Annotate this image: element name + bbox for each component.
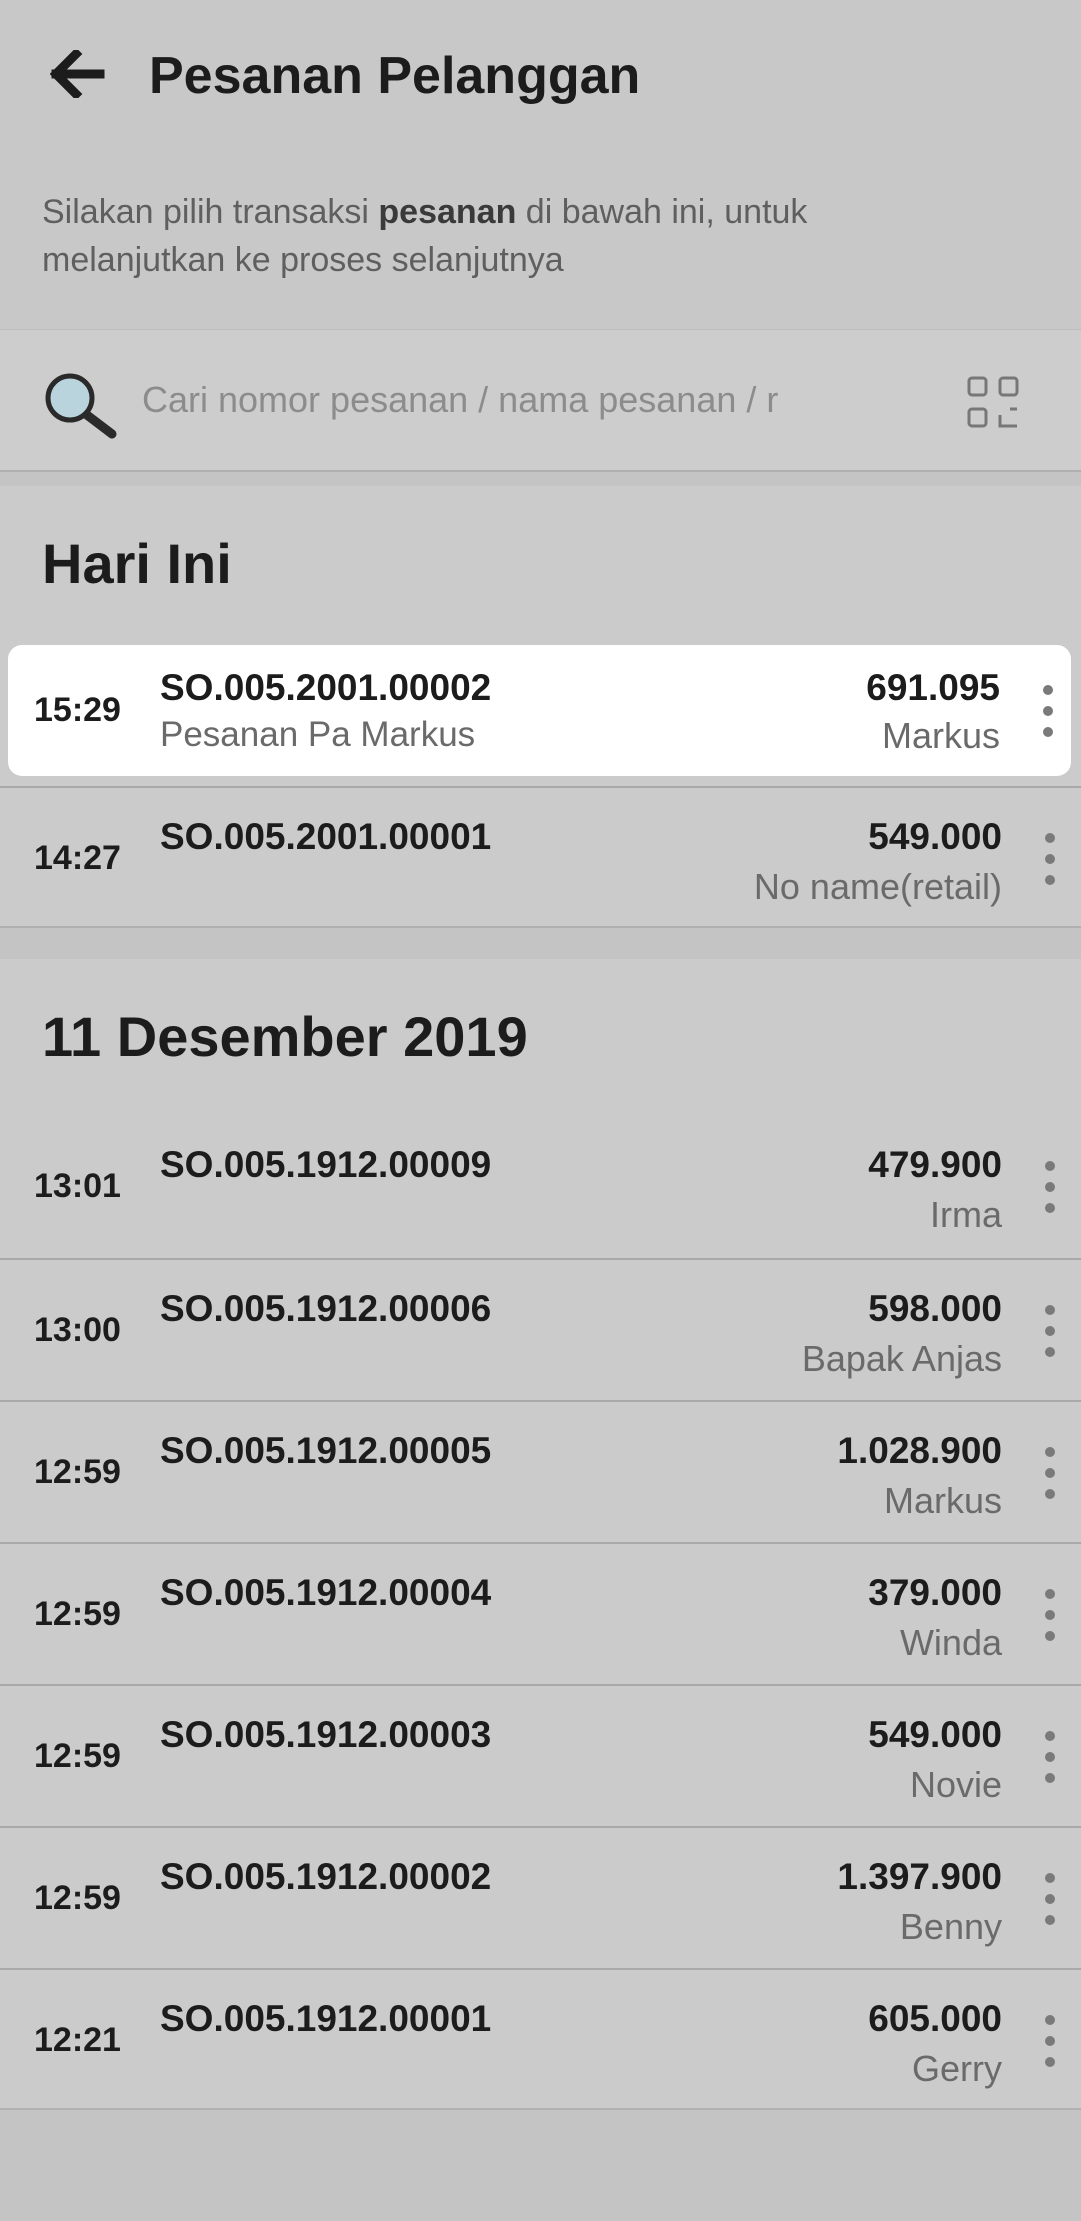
order-number: SO.005.2001.00001 [160, 816, 492, 857]
order-time: 14:27 [34, 839, 121, 877]
section-title: Hari Ini [42, 532, 232, 595]
order-customer: Winda [899, 1622, 1002, 1663]
order-number: SO.005.1912.00005 [160, 1430, 492, 1471]
order-amount: 691.095 [866, 667, 1000, 708]
scan-button[interactable] [966, 375, 1020, 429]
order-number: SO.005.1912.00009 [160, 1144, 492, 1185]
order-row[interactable]: 13:01 SO.005.1912.00009 479.900 Irma [0, 1116, 1081, 1258]
description-text: di bawah ini, untuk melanjutkan ke prose… [42, 193, 808, 279]
order-amount: 479.900 [868, 1144, 1002, 1185]
order-number: SO.005.1912.00001 [160, 1998, 492, 2039]
order-amount: 605.000 [868, 1998, 1002, 2039]
more-button[interactable] [1045, 1161, 1055, 1224]
order-time: 12:59 [34, 1879, 121, 1917]
order-customer: Bapak Anjas [801, 1338, 1002, 1379]
back-button[interactable] [50, 50, 106, 98]
order-amount: 1.028.900 [837, 1430, 1002, 1471]
order-row[interactable]: 12:59 SO.005.1912.00002 1.397.900 Benny [0, 1826, 1081, 1968]
more-button[interactable] [1045, 833, 1055, 896]
page-title: Pesanan Pelanggan [149, 47, 641, 105]
order-customer: No name(retail) [753, 866, 1002, 907]
order-row[interactable]: 12:59 SO.005.1912.00005 1.028.900 Markus [0, 1400, 1081, 1542]
order-note: Pesanan Pa Markus [160, 715, 476, 754]
order-number: SO.005.1912.00002 [160, 1856, 492, 1897]
order-time: 12:59 [34, 1453, 121, 1491]
order-time: 12:59 [34, 1595, 121, 1633]
more-button[interactable] [1045, 1589, 1055, 1652]
search-icon [45, 373, 117, 439]
order-number: SO.005.2001.00002 [160, 667, 492, 708]
order-number: SO.005.1912.00004 [160, 1572, 492, 1613]
order-amount: 379.000 [868, 1572, 1002, 1613]
order-row[interactable]: 12:21 SO.005.1912.00001 605.000 Gerry [0, 1968, 1081, 2110]
section-title: 11 Desember 2019 [42, 1005, 528, 1068]
order-customer: Markus [883, 1480, 1002, 1521]
order-amount: 598.000 [868, 1288, 1002, 1329]
order-customer: Gerry [912, 2048, 1002, 2089]
order-customer: Markus [881, 715, 1000, 756]
description: Silakan pilih transaksi pesanan di bawah… [42, 188, 942, 284]
description-bold: pesanan [378, 193, 517, 231]
order-number: SO.005.1912.00006 [160, 1288, 492, 1329]
order-customer: Irma [930, 1194, 1002, 1235]
order-time: 13:00 [34, 1311, 121, 1349]
order-section: 11 Desember 2019 13:01 SO.005.1912.00009 47… [0, 959, 1081, 2110]
order-time: 12:59 [34, 1737, 121, 1775]
order-time: 13:01 [34, 1167, 121, 1205]
description-text: Silakan pilih transaksi [42, 193, 379, 231]
order-amount: 549.000 [868, 1714, 1002, 1755]
order-amount: 1.397.900 [837, 1856, 1002, 1897]
order-time: 15:29 [34, 690, 121, 729]
order-time: 12:21 [34, 2021, 121, 2059]
order-customer: Novie [909, 1764, 1002, 1805]
order-row[interactable]: 12:59 SO.005.1912.00003 549.000 Novie [0, 1684, 1081, 1826]
order-row[interactable]: 14:27 SO.005.2001.00001 549.000 No name(ret… [0, 786, 1081, 928]
more-button[interactable] [1045, 1447, 1055, 1510]
more-button[interactable] [1043, 684, 1053, 748]
more-button[interactable] [1045, 2015, 1055, 2078]
more-button[interactable] [1045, 1873, 1055, 1936]
order-section: Hari Ini 15:29 SO.005.2001.00002 Pesanan Pa… [0, 486, 1081, 928]
header: Pesanan Pelanggan Silakan pilih transaks… [0, 0, 1081, 329]
more-button[interactable] [1045, 1731, 1055, 1794]
search-bar[interactable]: Cari nomor pesanan / nama pesanan / r [0, 329, 1081, 472]
order-row[interactable]: 13:00 SO.005.1912.00006 598.000 Bapak Anjas [0, 1258, 1081, 1400]
more-button[interactable] [1045, 1305, 1055, 1368]
order-row[interactable]: 15:29 SO.005.2001.00002 Pesanan Pa Markus 6… [8, 645, 1071, 776]
search-placeholder: Cari nomor pesanan / nama pesanan / r [142, 379, 779, 420]
order-customer: Benny [899, 1906, 1002, 1947]
order-row[interactable]: 12:59 SO.005.1912.00004 379.000 Winda [0, 1542, 1081, 1684]
order-number: SO.005.1912.00003 [160, 1714, 492, 1755]
order-amount: 549.000 [868, 816, 1002, 857]
